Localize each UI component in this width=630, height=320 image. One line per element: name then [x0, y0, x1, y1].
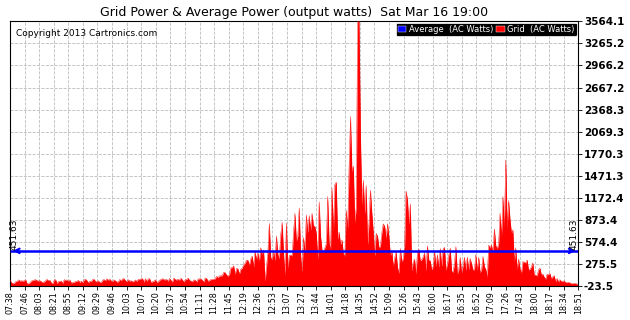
Text: Copyright 2013 Cartronics.com: Copyright 2013 Cartronics.com [16, 29, 157, 38]
Legend: Average  (AC Watts), Grid  (AC Watts): Average (AC Watts), Grid (AC Watts) [396, 23, 576, 36]
Title: Grid Power & Average Power (output watts)  Sat Mar 16 19:00: Grid Power & Average Power (output watts… [100, 5, 488, 19]
Text: 451.63: 451.63 [570, 219, 578, 250]
Text: 451.63: 451.63 [10, 219, 19, 250]
